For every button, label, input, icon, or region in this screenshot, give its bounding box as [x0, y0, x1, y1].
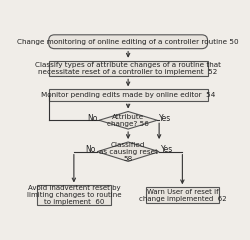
Text: Classified
as causing reset
58: Classified as causing reset 58	[98, 142, 158, 162]
Text: Monitor pending edits made by online editor  54: Monitor pending edits made by online edi…	[41, 92, 215, 98]
Text: No: No	[87, 114, 97, 123]
Polygon shape	[99, 112, 157, 129]
FancyBboxPatch shape	[49, 89, 208, 101]
Polygon shape	[97, 142, 159, 161]
Text: No: No	[85, 145, 95, 154]
Text: Warn User of reset if
change implemented  62: Warn User of reset if change implemented…	[138, 189, 226, 202]
FancyBboxPatch shape	[146, 187, 219, 203]
Text: Attribute
change? 56: Attribute change? 56	[107, 114, 149, 127]
FancyBboxPatch shape	[49, 35, 208, 49]
Text: Classify types of attribute changes of a routine that
necessitate reset of a con: Classify types of attribute changes of a…	[35, 62, 221, 75]
Text: Yes: Yes	[161, 145, 173, 154]
FancyBboxPatch shape	[49, 61, 208, 76]
Text: Avoid inadvertent reset by
limiting changes to routine
to implement  60: Avoid inadvertent reset by limiting chan…	[26, 185, 121, 205]
Text: Yes: Yes	[159, 114, 172, 123]
FancyBboxPatch shape	[37, 186, 111, 205]
Text: Change monitoring of online editing of a controller routine 50: Change monitoring of online editing of a…	[17, 39, 239, 45]
